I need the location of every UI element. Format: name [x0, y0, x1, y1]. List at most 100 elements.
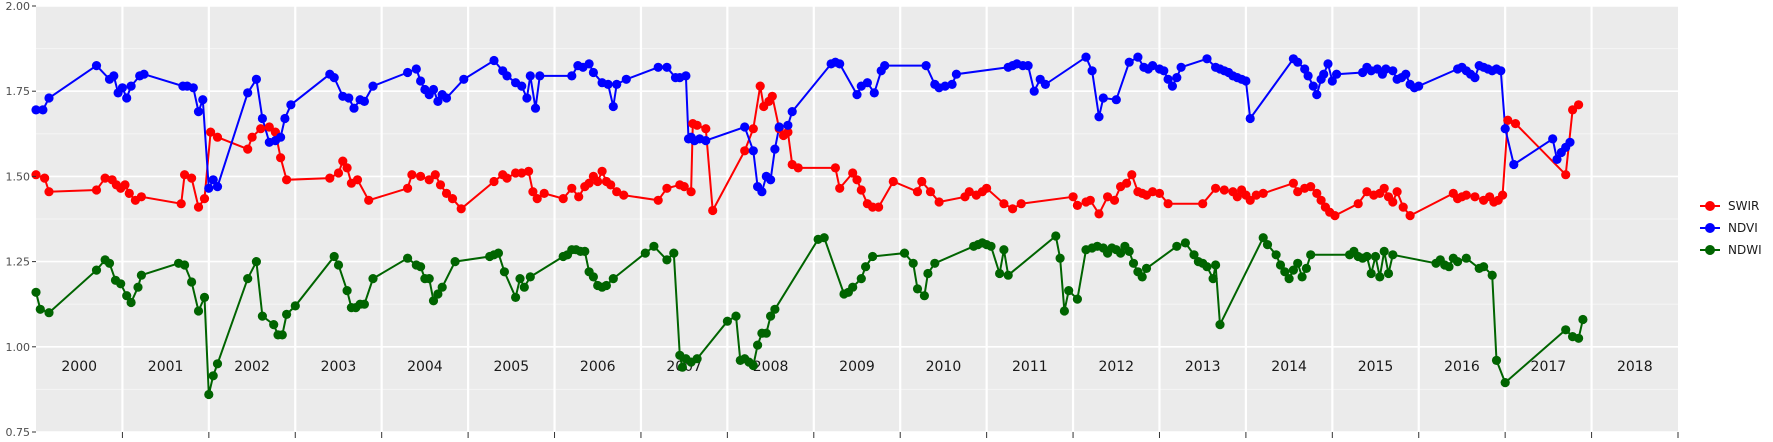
data-point-ndwi	[669, 248, 679, 258]
data-point-ndvi	[612, 79, 622, 89]
data-point-ndvi	[588, 67, 599, 78]
data-point-ndvi	[1176, 62, 1186, 72]
data-point-ndwi	[136, 270, 146, 280]
data-point-ndvi	[701, 136, 711, 146]
data-point-ndwi	[1280, 267, 1290, 277]
data-point-ndvi	[276, 132, 286, 142]
data-point-ndwi	[770, 304, 780, 314]
data-point-ndvi	[31, 105, 41, 115]
data-point-ndvi	[757, 187, 767, 197]
data-point-ndwi	[1578, 314, 1588, 325]
data-point-swir	[597, 166, 607, 176]
data-point-swir	[584, 178, 594, 188]
data-point-ndvi	[1172, 73, 1182, 83]
data-point-swir	[574, 192, 584, 202]
data-point-ndwi	[1366, 268, 1376, 279]
data-point-ndwi	[912, 284, 923, 294]
data-point-ndwi	[208, 371, 218, 381]
data-point-ndvi	[1300, 64, 1310, 74]
data-point-ndvi	[109, 71, 119, 81]
data-point-ndwi	[403, 253, 413, 263]
data-point-swir	[456, 204, 466, 214]
data-point-ndvi	[1308, 81, 1318, 91]
data-point-ndvi	[117, 83, 127, 93]
data-point-swir	[740, 146, 750, 156]
data-point-ndwi	[662, 255, 672, 265]
data-point-ndwi	[342, 286, 352, 296]
data-point-ndwi	[525, 272, 535, 282]
data-point-ndwi	[257, 311, 267, 321]
year-label: 2012	[1098, 359, 1134, 375]
data-point-ndvi	[940, 81, 950, 91]
data-point-swir	[1461, 190, 1471, 200]
data-point-ndwi	[290, 301, 300, 311]
data-point-swir	[1148, 187, 1158, 197]
data-point-ndvi	[251, 74, 261, 84]
data-point-ndvi	[1323, 59, 1333, 69]
data-point-ndwi	[580, 246, 590, 256]
data-point-ndwi	[204, 389, 214, 400]
data-point-ndwi	[1306, 250, 1316, 260]
data-point-swir	[264, 122, 274, 132]
data-point-ndvi	[411, 64, 421, 74]
data-point-ndvi	[921, 61, 931, 71]
data-point-ndwi	[424, 274, 434, 284]
data-point-swir	[31, 170, 41, 180]
data-point-ndwi	[930, 258, 940, 268]
data-point-ndvi	[1163, 74, 1173, 84]
data-point-swir	[1388, 197, 1398, 207]
data-point-ndwi	[450, 257, 460, 267]
data-point-ndvi	[1148, 61, 1158, 71]
year-label: 2018	[1617, 359, 1653, 375]
data-point-swir	[999, 199, 1009, 209]
data-point-ndvi	[38, 105, 48, 115]
data-point-ndwi	[1491, 355, 1502, 365]
data-point-ndwi	[856, 274, 866, 284]
data-point-ndvi	[862, 78, 873, 88]
data-point-ndwi	[1379, 246, 1389, 256]
data-point-ndvi	[1565, 137, 1575, 147]
year-label: 2008	[753, 359, 789, 375]
data-point-ndvi	[44, 93, 54, 103]
data-point-ndwi	[908, 258, 918, 268]
data-point-swir	[606, 180, 616, 190]
year-label: 2014	[1271, 359, 1307, 375]
data-point-ndwi	[640, 248, 650, 258]
data-point-swir	[325, 173, 335, 183]
data-point-swir	[1016, 199, 1026, 209]
year-label: 2000	[61, 359, 97, 375]
data-point-swir	[407, 170, 417, 180]
legend-key-point	[1705, 201, 1715, 211]
data-point-ndwi	[1388, 250, 1398, 260]
legend-label-ndwi: NDWI	[1728, 243, 1762, 257]
data-point-swir	[662, 183, 672, 193]
data-point-ndvi	[880, 61, 890, 71]
data-point-swir	[934, 197, 944, 207]
data-point-ndvi	[344, 93, 354, 103]
data-point-ndwi	[515, 274, 525, 284]
data-point-ndwi	[212, 359, 223, 369]
data-point-swir	[701, 124, 711, 134]
legend-key-point	[1705, 223, 1715, 233]
data-point-ndwi	[359, 299, 369, 309]
data-point-ndvi	[126, 81, 136, 91]
data-point-ndwi	[1297, 272, 1307, 282]
data-point-ndvi	[653, 62, 663, 72]
data-point-ndvi	[1552, 154, 1562, 164]
data-point-swir	[199, 194, 210, 204]
data-point-ndwi	[848, 282, 858, 292]
year-label: 2017	[1531, 359, 1567, 375]
data-point-ndvi	[852, 90, 862, 100]
data-point-ndwi	[1124, 246, 1134, 256]
data-point-ndwi	[999, 245, 1009, 255]
data-point-swir	[124, 188, 134, 198]
data-point-swir	[247, 132, 257, 142]
data-point-ndvi	[204, 183, 214, 193]
data-point-ndvi	[662, 62, 672, 72]
data-point-ndwi	[868, 251, 878, 262]
data-point-ndvi	[783, 120, 793, 130]
data-point-ndvi	[1496, 66, 1506, 76]
data-point-ndwi	[1301, 263, 1311, 273]
data-point-swir	[593, 176, 603, 187]
data-point-ndvi	[188, 83, 198, 93]
